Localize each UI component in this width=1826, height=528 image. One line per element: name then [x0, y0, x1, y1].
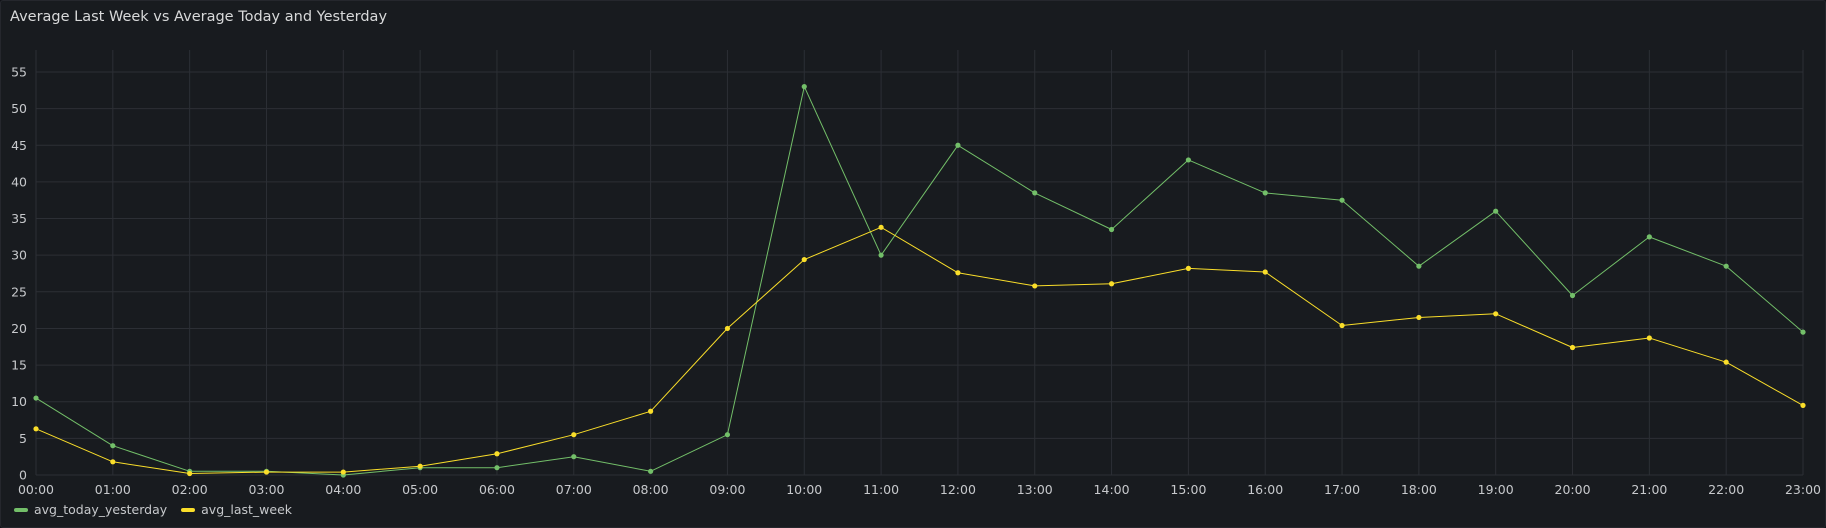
x-tick-label: 07:00	[556, 482, 592, 497]
x-tick-label: 22:00	[1708, 482, 1744, 497]
y-tick-label: 5	[19, 431, 27, 446]
y-tick-label: 20	[11, 321, 27, 336]
x-tick-label: 14:00	[1094, 482, 1130, 497]
data-point[interactable]	[878, 224, 884, 230]
x-tick-label: 17:00	[1324, 482, 1360, 497]
data-point[interactable]	[417, 463, 423, 469]
data-point[interactable]	[494, 451, 500, 457]
y-tick-label: 15	[11, 358, 27, 373]
y-tick-label: 0	[19, 468, 27, 483]
data-point[interactable]	[1723, 359, 1729, 365]
data-point[interactable]	[33, 426, 39, 432]
data-point[interactable]	[494, 465, 500, 471]
x-tick-label: 16:00	[1247, 482, 1283, 497]
legend-label: avg_today_yesterday	[34, 502, 168, 517]
data-point[interactable]	[724, 325, 731, 332]
x-tick-label: 21:00	[1631, 482, 1667, 497]
x-tick-label: 19:00	[1478, 482, 1514, 497]
y-tick-label: 40	[11, 174, 27, 189]
x-tick-label: 20:00	[1555, 482, 1591, 497]
x-tick-label: 18:00	[1401, 482, 1437, 497]
x-tick-label: 13:00	[1017, 482, 1053, 497]
legend-item-avg-today-yesterday[interactable]: avg_today_yesterday	[14, 502, 167, 517]
data-point[interactable]	[1800, 402, 1806, 408]
data-point[interactable]	[1723, 263, 1729, 269]
data-point[interactable]	[1185, 265, 1191, 271]
data-point[interactable]	[724, 432, 731, 438]
legend-swatch-yellow	[181, 507, 196, 512]
series-line	[35, 226, 1804, 474]
data-point[interactable]	[1646, 335, 1652, 341]
data-point[interactable]	[1108, 226, 1115, 233]
x-tick-label: 08:00	[633, 482, 669, 497]
data-point[interactable]	[571, 454, 577, 460]
x-tick-label: 15:00	[1170, 482, 1206, 497]
data-point[interactable]	[1646, 234, 1652, 240]
y-tick-label: 35	[11, 211, 27, 226]
data-point[interactable]	[801, 256, 807, 263]
x-tick-label: 10:00	[786, 482, 822, 497]
data-point[interactable]	[263, 469, 270, 475]
series-line	[35, 86, 1804, 476]
data-point[interactable]	[648, 408, 654, 414]
data-point[interactable]	[1493, 311, 1499, 317]
legend-swatch-green	[14, 507, 28, 512]
legend-item-avg-last-week[interactable]: avg_last_week	[181, 502, 292, 517]
x-tick-label: 05:00	[402, 482, 438, 497]
data-point[interactable]	[1493, 208, 1499, 214]
x-tick-label: 04:00	[325, 482, 361, 497]
data-point[interactable]	[1032, 283, 1038, 289]
data-point[interactable]	[110, 443, 116, 449]
y-tick-label: 10	[11, 394, 27, 409]
data-point[interactable]	[110, 459, 116, 465]
data-point[interactable]	[955, 270, 961, 276]
x-tick-label: 02:00	[172, 482, 208, 497]
y-tick-label: 25	[11, 284, 27, 299]
data-point[interactable]	[1339, 322, 1345, 329]
x-tick-label: 11:00	[863, 482, 899, 497]
data-point[interactable]	[1569, 344, 1576, 351]
data-point[interactable]	[1416, 263, 1422, 269]
y-tick-label: 55	[11, 64, 27, 79]
x-tick-label: 09:00	[709, 482, 745, 497]
legend: avg_today_yesterday avg_last_week	[14, 502, 292, 517]
data-point[interactable]	[648, 468, 654, 474]
x-axis: 00:00 01:00 02:00 03:00 04:00 05:00 06:00 07:00…	[18, 482, 1821, 497]
y-tick-label: 30	[11, 248, 27, 263]
data-point[interactable]	[1185, 157, 1191, 163]
data-point[interactable]	[955, 142, 961, 148]
x-tick-label: 01:00	[95, 482, 131, 497]
data-point[interactable]	[340, 469, 346, 475]
data-point[interactable]	[33, 395, 39, 401]
data-point[interactable]	[571, 432, 577, 438]
series	[33, 84, 1806, 478]
x-tick-label: 23:00	[1785, 482, 1821, 497]
y-tick-label: 45	[11, 138, 27, 153]
data-point[interactable]	[1339, 197, 1345, 203]
x-tick-label: 03:00	[248, 482, 284, 497]
x-tick-label: 12:00	[940, 482, 976, 497]
x-tick-label: 06:00	[479, 482, 515, 497]
data-point[interactable]	[1569, 292, 1576, 299]
y-tick-label: 50	[11, 101, 27, 116]
grid	[35, 50, 1804, 476]
data-point[interactable]	[187, 470, 193, 477]
x-tick-label: 00:00	[18, 482, 54, 497]
data-point[interactable]	[878, 252, 884, 258]
panel-title: Average Last Week vs Average Today and Y…	[10, 9, 388, 25]
series-avg_last_week	[33, 224, 1806, 477]
legend-label: avg_last_week	[201, 502, 293, 517]
data-point[interactable]	[1262, 190, 1268, 196]
data-point[interactable]	[1108, 281, 1115, 287]
data-point[interactable]	[1416, 314, 1422, 321]
data-point[interactable]	[1262, 269, 1268, 275]
data-point[interactable]	[801, 84, 807, 90]
y-axis: 0 5 10 15 20 25 30 35 40 45 50 55	[11, 64, 27, 482]
series-avg_today_yesterday	[33, 84, 1806, 478]
data-point[interactable]	[1032, 190, 1038, 196]
data-point[interactable]	[1800, 329, 1806, 335]
